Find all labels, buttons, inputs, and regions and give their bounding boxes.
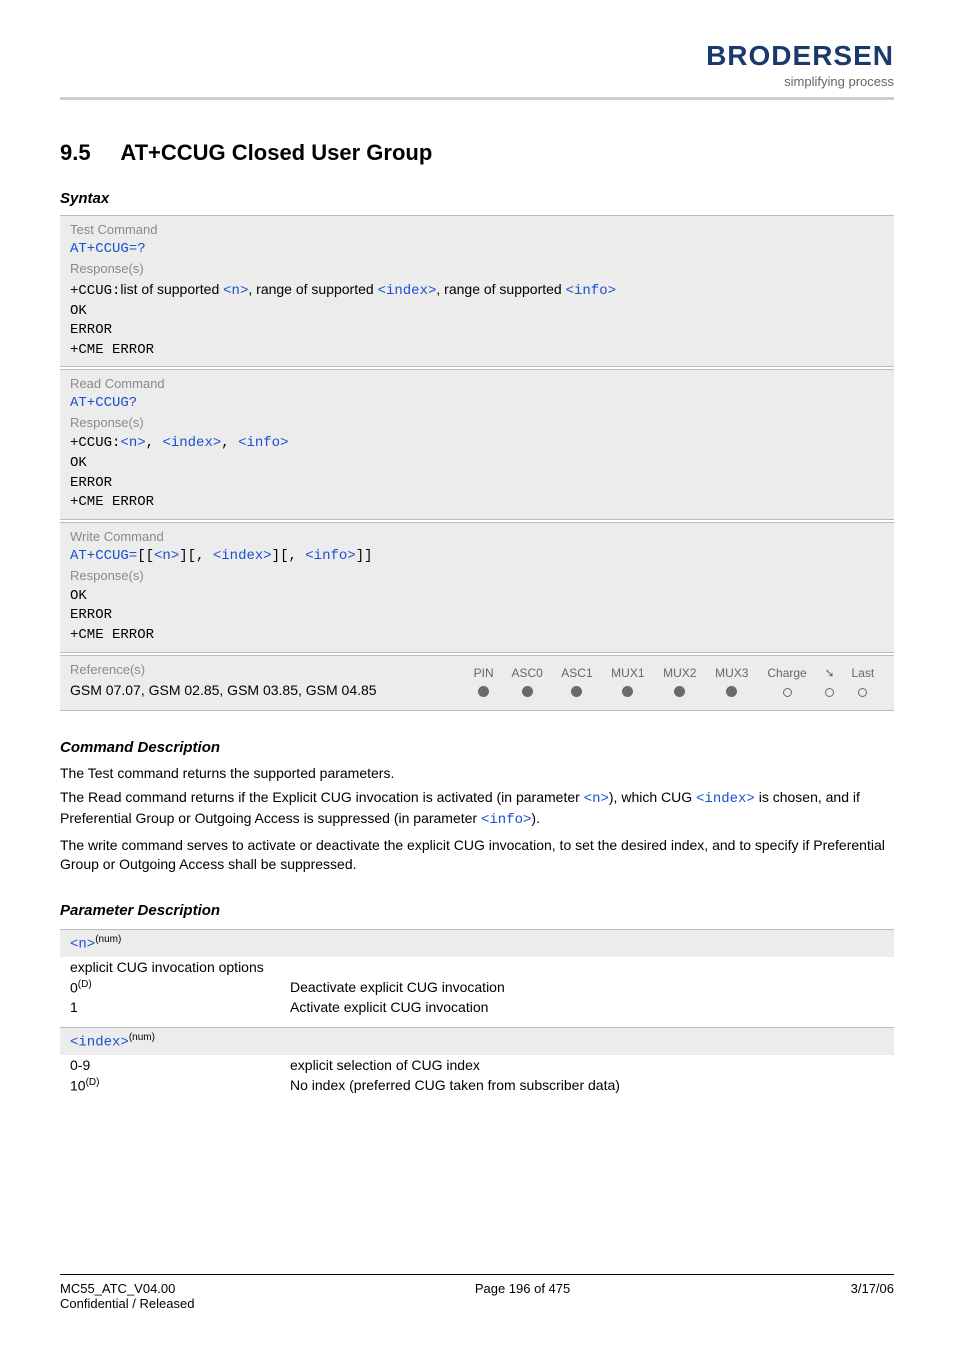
references-block: Reference(s) GSM 07.07, GSM 02.85, GSM 0… — [60, 655, 894, 711]
write-cme: +CME ERROR — [70, 626, 884, 646]
cap-ring-icon: ➘ — [817, 664, 841, 682]
param-n-intro: explicit CUG invocation options — [60, 957, 894, 977]
write-response-label: Response(s) — [70, 568, 884, 583]
section-name: AT+CCUG Closed User Group — [120, 140, 432, 165]
param-n-row-1: 1 Activate explicit CUG invocation — [60, 997, 894, 1017]
read-ok: OK — [70, 454, 884, 474]
test-command-block: Test Command AT+CCUG=? Response(s) +CCUG… — [60, 215, 894, 367]
section-number: 9.5 — [60, 140, 91, 165]
read-command-block: Read Command AT+CCUG? Response(s) +CCUG:… — [60, 369, 894, 519]
cmd-desc-p1: The Test command returns the supported p… — [60, 764, 894, 783]
cap-charge: Charge — [759, 664, 816, 682]
write-command-label: Write Command — [70, 529, 884, 544]
read-error: ERROR — [70, 474, 884, 494]
cap-mux2: MUX2 — [655, 664, 705, 682]
dot-filled-icon — [622, 686, 633, 697]
dot-empty-icon — [825, 688, 834, 697]
references-left: Reference(s) GSM 07.07, GSM 02.85, GSM 0… — [70, 662, 464, 701]
write-error: ERROR — [70, 606, 884, 626]
cmd-desc-p2: The Read command returns if the Explicit… — [60, 788, 894, 830]
cap-mux1: MUX1 — [603, 664, 653, 682]
references-text: GSM 07.07, GSM 02.85, GSM 03.85, GSM 04.… — [70, 681, 464, 701]
page-content: BRODERSEN simplifying process 9.5 AT+CCU… — [0, 0, 954, 1096]
dot-empty-icon — [858, 688, 867, 697]
read-response-label: Response(s) — [70, 415, 884, 430]
write-command-block: Write Command AT+CCUG=[[<n>][, <index>][… — [60, 522, 894, 653]
page-footer: MC55_ATC_V04.00 Confidential / Released … — [60, 1274, 894, 1311]
cap-asc0: ASC0 — [503, 664, 551, 682]
cmd-desc-p3: The write command serves to activate or … — [60, 836, 894, 874]
write-ok: OK — [70, 587, 884, 607]
brand-logo: BRODERSEN — [60, 40, 894, 72]
page-header: BRODERSEN simplifying process — [60, 40, 894, 89]
write-command-cmd: AT+CCUG=[[<n>][, <index>][, <info>]] — [70, 548, 884, 564]
dot-filled-icon — [571, 686, 582, 697]
header-divider — [60, 97, 894, 100]
param-index-header: <index>(num) — [60, 1027, 894, 1055]
param-n-header: <n>(num) — [60, 929, 894, 957]
read-cme: +CME ERROR — [70, 493, 884, 513]
section-title: 9.5 AT+CCUG Closed User Group — [60, 140, 894, 166]
footer-left: MC55_ATC_V04.00 Confidential / Released — [60, 1281, 194, 1311]
ring-icon: ➘ — [824, 666, 834, 680]
test-response-label: Response(s) — [70, 261, 884, 276]
dot-filled-icon — [478, 686, 489, 697]
command-description-heading: Command Description — [60, 739, 894, 756]
brand-tagline: simplifying process — [60, 74, 894, 89]
test-response-line: +CCUG:list of supported <n>, range of su… — [70, 280, 884, 302]
read-response-line: +CCUG:<n>, <index>, <info> — [70, 434, 884, 454]
test-command-cmd: AT+CCUG=? — [70, 241, 884, 257]
capability-table: PIN ASC0 ASC1 MUX1 MUX2 MUX3 Charge ➘ La… — [464, 662, 884, 704]
read-command-cmd: AT+CCUG? — [70, 395, 884, 411]
cap-asc1: ASC1 — [553, 664, 601, 682]
param-index-row-1: 10(D) No index (preferred CUG taken from… — [60, 1075, 894, 1096]
footer-center: Page 196 of 475 — [475, 1281, 570, 1311]
capability-header-row: PIN ASC0 ASC1 MUX1 MUX2 MUX3 Charge ➘ La… — [466, 664, 882, 682]
capability-value-row — [466, 684, 882, 702]
dot-empty-icon — [783, 688, 792, 697]
cap-mux3: MUX3 — [707, 664, 757, 682]
footer-right: 3/17/06 — [851, 1281, 894, 1311]
param-n-row-0: 0(D) Deactivate explicit CUG invocation — [60, 977, 894, 998]
dot-filled-icon — [726, 686, 737, 697]
parameter-description-heading: Parameter Description — [60, 902, 894, 919]
cap-pin: PIN — [466, 664, 501, 682]
cap-last: Last — [844, 664, 882, 682]
dot-filled-icon — [674, 686, 685, 697]
read-command-label: Read Command — [70, 376, 884, 391]
dot-filled-icon — [522, 686, 533, 697]
syntax-heading: Syntax — [60, 190, 894, 207]
param-index-row-0: 0-9 explicit selection of CUG index — [60, 1055, 894, 1075]
references-label: Reference(s) — [70, 662, 464, 677]
test-error: ERROR — [70, 321, 884, 341]
test-ok: OK — [70, 302, 884, 322]
test-command-label: Test Command — [70, 222, 884, 237]
test-cme: +CME ERROR — [70, 341, 884, 361]
references-right: PIN ASC0 ASC1 MUX1 MUX2 MUX3 Charge ➘ La… — [464, 662, 884, 704]
